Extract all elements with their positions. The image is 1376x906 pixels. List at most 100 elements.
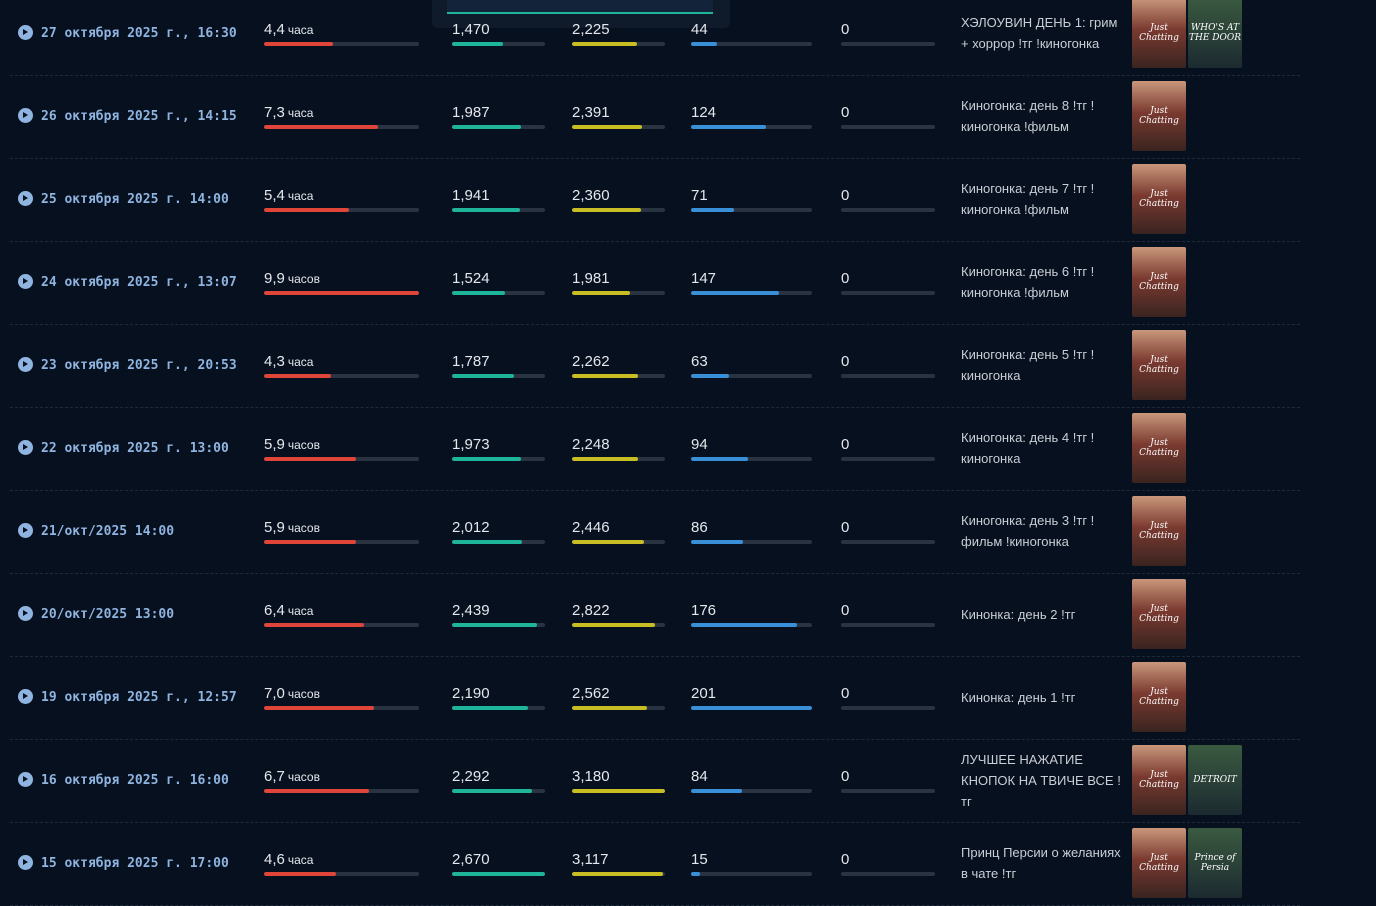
game-thumbnail[interactable]: Just Chatting <box>1132 828 1186 898</box>
avg-value: 1,987 <box>452 104 490 121</box>
duration-value: 7,0 часов <box>264 685 320 702</box>
followers-bar <box>691 457 748 461</box>
stream-row[interactable]: 24 октября 2025 г., 13:07 9,9 часов 1,524 1,… <box>0 241 1376 324</box>
followers-track <box>691 208 812 212</box>
other-track <box>841 706 935 710</box>
game-thumbnail[interactable]: Just Chatting <box>1132 745 1186 815</box>
followers-value: 71 <box>691 187 708 204</box>
number: 2,562 <box>572 685 610 702</box>
other-track <box>841 540 935 544</box>
row-separator <box>10 822 1300 823</box>
duration-bar <box>264 623 365 627</box>
stream-title: Кинонка: день 2 !тг <box>961 606 1076 622</box>
other-value: 0 <box>841 270 850 287</box>
followers-track <box>691 291 812 295</box>
expand-icon[interactable] <box>18 689 33 704</box>
stream-title: Кинонка: день 1 !тг <box>961 689 1076 705</box>
avg-bar <box>452 789 532 793</box>
row-separator <box>10 573 1300 574</box>
game-thumbnail[interactable]: Just Chatting <box>1132 164 1186 234</box>
avg-track <box>452 540 545 544</box>
stream-row[interactable]: 26 октября 2025 г., 14:15 7,3 часа 1,987 2,3… <box>0 75 1376 158</box>
peak-track <box>572 789 665 793</box>
number: 5,4 <box>264 187 285 204</box>
unit: часа <box>287 853 314 867</box>
stream-date: 22 октября 2025 г. 13:00 <box>41 441 229 456</box>
avg-track <box>452 208 545 212</box>
expand-icon[interactable] <box>18 274 33 289</box>
peak-value: 2,822 <box>572 602 610 619</box>
number: 7,3 <box>264 104 285 121</box>
duration-value: 5,4 часа <box>264 187 313 204</box>
stream-date: 21/окт/2025 14:00 <box>41 524 175 539</box>
expand-icon[interactable] <box>18 191 33 206</box>
game-thumbnail[interactable]: DETROIT <box>1188 745 1242 815</box>
row-separator <box>10 490 1300 491</box>
peak-value: 3,180 <box>572 768 610 785</box>
stream-date: 19 октября 2025 г., 12:57 <box>41 690 237 705</box>
stream-row[interactable]: 19 октября 2025 г., 12:57 7,0 часов 2,190 2,… <box>0 656 1376 739</box>
peak-value: 2,562 <box>572 685 610 702</box>
game-thumbnail[interactable]: WHO'S AT THE DOOR <box>1188 0 1242 68</box>
avg-bar <box>452 457 521 461</box>
peak-bar <box>572 623 655 627</box>
game-thumbnail[interactable]: Just Chatting <box>1132 496 1186 566</box>
stream-row[interactable]: 20/окт/2025 13:00 6,4 часа 2,439 2,822 176 0 Ки… <box>0 573 1376 656</box>
peak-value: 1,981 <box>572 270 610 287</box>
expand-icon[interactable] <box>18 440 33 455</box>
row-separator <box>10 158 1300 159</box>
unit: часа <box>287 23 314 37</box>
peak-bar <box>572 208 642 212</box>
row-separator <box>10 407 1300 408</box>
followers-track <box>691 374 812 378</box>
avg-value: 1,524 <box>452 270 490 287</box>
avg-bar <box>452 125 522 129</box>
stream-row[interactable]: 23 октября 2025 г., 20:53 4,3 часа 1,787 2,2… <box>0 324 1376 407</box>
followers-value: 86 <box>691 519 708 536</box>
followers-bar <box>691 623 797 627</box>
stream-row[interactable]: 25 октября 2025 г. 14:00 5,4 часа 1,941 2,36… <box>0 158 1376 241</box>
other-track <box>841 125 935 129</box>
stream-row[interactable]: 15 октября 2025 г. 17:00 4,6 часа 2,670 3,11… <box>0 822 1376 905</box>
game-thumbnail[interactable]: Just Chatting <box>1132 247 1186 317</box>
expand-icon[interactable] <box>18 523 33 538</box>
number: 4,6 <box>264 851 285 868</box>
duration-track <box>264 789 419 793</box>
duration-track <box>264 540 419 544</box>
unit: часов <box>287 770 320 784</box>
stream-row[interactable]: 16 октября 2025 г. 16:00 6,7 часов 2,292 3,1… <box>0 739 1376 822</box>
avg-track <box>452 42 545 46</box>
expand-icon[interactable] <box>18 25 33 40</box>
game-thumbnail[interactable]: Just Chatting <box>1132 330 1186 400</box>
stream-row[interactable]: 22 октября 2025 г. 13:00 5,9 часов 1,973 2,2… <box>0 407 1376 490</box>
other-value: 0 <box>841 685 850 702</box>
expand-icon[interactable] <box>18 772 33 787</box>
other-value: 0 <box>841 187 850 204</box>
stream-row[interactable]: 27 октября 2025 г., 16:30 4,4 часа 1,470 2,2… <box>0 0 1376 75</box>
peak-bar <box>572 540 644 544</box>
expand-icon[interactable] <box>18 855 33 870</box>
peak-value: 2,262 <box>572 353 610 370</box>
game-thumbnail[interactable]: Just Chatting <box>1132 662 1186 732</box>
peak-bar <box>572 374 639 378</box>
followers-bar <box>691 789 742 793</box>
avg-bar <box>452 872 545 876</box>
followers-value: 44 <box>691 21 708 38</box>
expand-icon[interactable] <box>18 357 33 372</box>
number: 3,180 <box>572 768 610 785</box>
expand-icon[interactable] <box>18 108 33 123</box>
duration-value: 6,7 часов <box>264 768 320 785</box>
stream-title: Киногонка: день 6 !тг ! киногонка !фильм <box>961 264 1095 300</box>
expand-icon[interactable] <box>18 606 33 621</box>
game-thumbnail[interactable]: Just Chatting <box>1132 413 1186 483</box>
game-thumbnail[interactable]: Just Chatting <box>1132 81 1186 151</box>
stream-title: Киногонка: день 4 !тг ! киногонка <box>961 430 1095 466</box>
game-thumbnail[interactable]: Just Chatting <box>1132 0 1186 68</box>
avg-value: 2,190 <box>452 685 490 702</box>
game-thumbnail[interactable]: Just Chatting <box>1132 579 1186 649</box>
avg-track <box>452 789 545 793</box>
peak-bar <box>572 42 638 46</box>
game-thumbnail[interactable]: Prince of Persia <box>1188 828 1242 898</box>
other-value: 0 <box>841 768 850 785</box>
stream-row[interactable]: 21/окт/2025 14:00 5,9 часов 2,012 2,446 86 0 Ки… <box>0 490 1376 573</box>
